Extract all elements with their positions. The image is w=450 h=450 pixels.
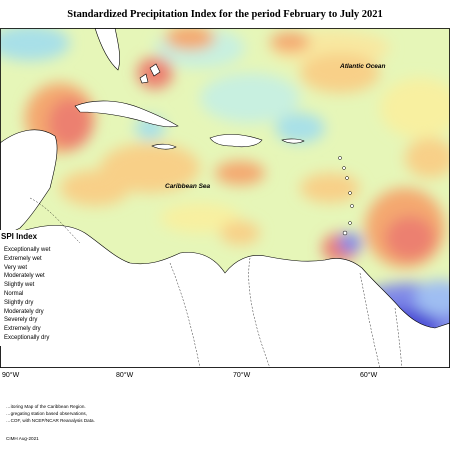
legend-item: Moderately dry bbox=[4, 308, 44, 315]
footer-line-3: …COF, with NCEP/NCAR Reanalysis Data. bbox=[6, 418, 95, 423]
legend: SPI Index Exceptionally wet Extremely wet… bbox=[0, 230, 62, 346]
spi-map: Atlantic Ocean Caribbean Sea bbox=[0, 28, 450, 368]
spi-field bbox=[0, 28, 450, 348]
legend-item: Very wet bbox=[4, 264, 28, 271]
footer-credit: CIMH Aug-2021 bbox=[6, 436, 39, 441]
lon-label-80w: 80°W bbox=[116, 372, 134, 379]
central-south-america bbox=[0, 225, 450, 368]
legend-item: Exceptionally wet bbox=[4, 247, 51, 253]
label-caribbean-sea: Caribbean Sea bbox=[165, 183, 211, 190]
lesser-antilles bbox=[338, 156, 354, 236]
mexico-yucatan bbox=[0, 129, 58, 239]
lon-label-60w: 60°W bbox=[360, 372, 378, 379]
florida bbox=[94, 28, 120, 71]
legend-item: Severely dry bbox=[4, 317, 38, 324]
lon-label-90w: 90°W bbox=[2, 372, 20, 379]
borders bbox=[29, 197, 403, 368]
legend-item: Extremely wet bbox=[4, 255, 42, 262]
cuba bbox=[74, 100, 179, 128]
label-atlantic-ocean: Atlantic Ocean bbox=[339, 63, 386, 70]
lon-label-70w: 70°W bbox=[233, 372, 251, 379]
legend-item: Moderately wet bbox=[4, 273, 45, 280]
land bbox=[0, 28, 450, 368]
jamaica bbox=[151, 143, 177, 150]
footer-line-1: …itoring Map of the Caribbean Region. bbox=[6, 404, 86, 409]
puerto-rico bbox=[281, 138, 305, 144]
hispaniola bbox=[209, 134, 263, 148]
bahamas-2 bbox=[139, 73, 149, 84]
legend-item: Slightly dry bbox=[4, 299, 34, 306]
footer-line-2: …gregating station based observations, bbox=[6, 411, 87, 416]
legend-item: Extremely dry bbox=[4, 326, 41, 333]
map-title: Standardized Precipitation Index for the… bbox=[67, 9, 383, 20]
legend-item: Slightly wet bbox=[4, 282, 35, 289]
legend-title: SPI Index bbox=[1, 232, 38, 241]
legend-item: Exceptionally dry bbox=[4, 335, 50, 341]
bahamas-1 bbox=[149, 63, 161, 77]
legend-item: Normal bbox=[4, 291, 24, 297]
